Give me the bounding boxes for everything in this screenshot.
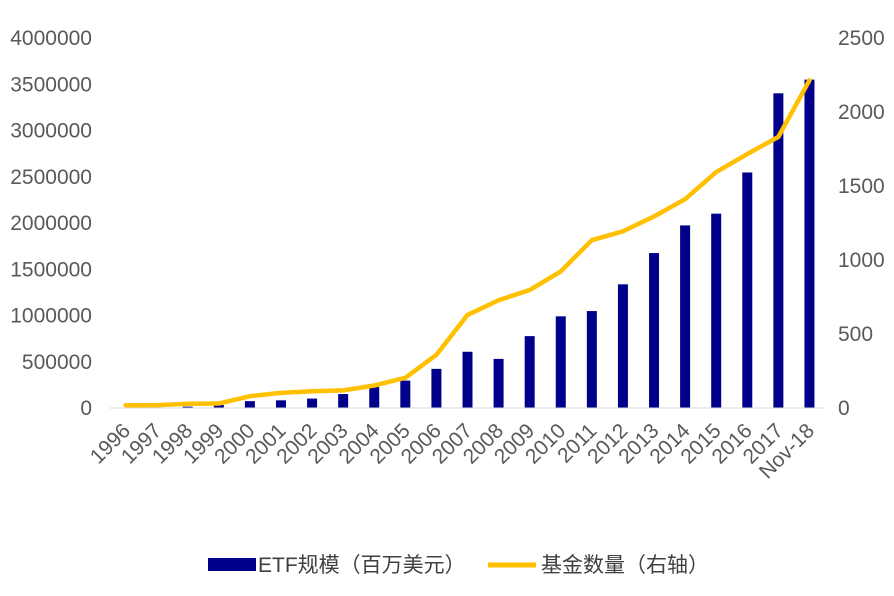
bar-series bbox=[121, 80, 815, 408]
bar-2013 bbox=[649, 253, 659, 408]
bar-2005 bbox=[400, 381, 410, 408]
legend-item-etf-size: ETF规模（百万美元） bbox=[208, 554, 466, 577]
left-axis-tick-label: 500000 bbox=[22, 351, 92, 374]
right-axis-tick-label: 2500 bbox=[838, 27, 885, 50]
legend: ETF规模（百万美元） 基金数量（右轴） bbox=[208, 554, 709, 577]
left-axis-tick-label: 0 bbox=[80, 397, 92, 420]
bar-2001 bbox=[276, 400, 286, 408]
left-axis-tick-label: 1500000 bbox=[10, 258, 92, 281]
legend-swatch-bar bbox=[208, 558, 256, 571]
left-axis-tick-label: 2000000 bbox=[10, 212, 92, 235]
right-y-axis: 2500 2000 1500 1000 500 0 bbox=[838, 27, 885, 420]
right-axis-tick-label: 500 bbox=[838, 323, 873, 346]
right-axis-tick-label: 2000 bbox=[838, 101, 885, 124]
left-axis-tick-label: 2500000 bbox=[10, 166, 92, 189]
legend-label-fund-count: 基金数量（右轴） bbox=[541, 554, 709, 577]
left-axis-tick-label: 4000000 bbox=[10, 27, 92, 50]
bar-2002 bbox=[307, 399, 317, 408]
right-axis-tick-label: 1000 bbox=[838, 249, 885, 272]
bar-2010 bbox=[556, 316, 566, 408]
bar-2006 bbox=[431, 369, 441, 408]
bar-2000 bbox=[245, 401, 255, 408]
bar-2012 bbox=[618, 284, 628, 408]
bar-2016 bbox=[742, 172, 752, 408]
bar-2011 bbox=[587, 311, 597, 408]
bar-2009 bbox=[525, 336, 535, 408]
bar-2014 bbox=[680, 225, 690, 408]
bar-2007 bbox=[463, 352, 473, 408]
left-axis-tick-label: 3500000 bbox=[10, 73, 92, 96]
right-axis-tick-label: 0 bbox=[838, 397, 850, 420]
left-y-axis: 4000000 3500000 3000000 2500000 2000000 15000… bbox=[10, 27, 92, 420]
bar-Nov-18 bbox=[804, 80, 814, 408]
left-axis-tick-label: 1000000 bbox=[10, 305, 92, 328]
x-axis-labels: 1996199719981999200020012002200320042005… bbox=[86, 419, 819, 483]
left-axis-tick-label: 3000000 bbox=[10, 120, 92, 143]
bar-2003 bbox=[338, 394, 348, 408]
bar-2004 bbox=[369, 387, 379, 408]
right-axis-tick-label: 1500 bbox=[838, 175, 885, 198]
bar-2008 bbox=[494, 359, 504, 408]
bar-2015 bbox=[711, 214, 721, 408]
legend-label-etf-size: ETF规模（百万美元） bbox=[258, 554, 466, 577]
legend-item-fund-count: 基金数量（右轴） bbox=[488, 554, 709, 577]
